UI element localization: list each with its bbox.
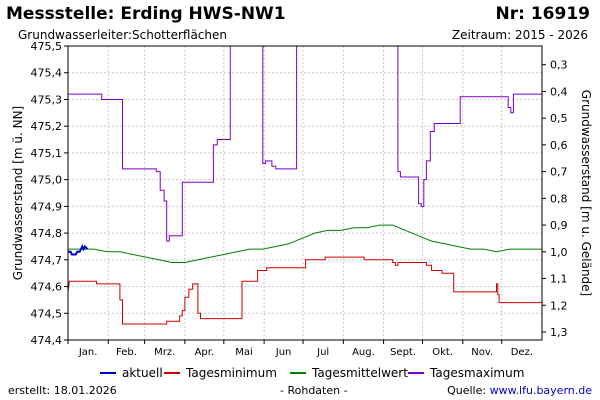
series-line-tagesmittelwert bbox=[68, 224, 542, 263]
x-tick-label: Jan. bbox=[78, 347, 98, 358]
y2-tick-label: 0,3 bbox=[550, 59, 568, 72]
x-tick-label: Apr. bbox=[195, 347, 215, 358]
x-tick-label: Dez. bbox=[511, 347, 533, 358]
y-tick-label: 474,5 bbox=[31, 307, 63, 320]
plot-frame bbox=[67, 45, 543, 341]
aquifer-value: Schotterflächen bbox=[132, 28, 227, 42]
x-tick-label: Mai bbox=[235, 347, 253, 358]
x-tick-label: Feb. bbox=[116, 347, 137, 358]
legend-label: aktuell bbox=[122, 366, 163, 380]
x-tick-label: Nov. bbox=[471, 347, 493, 358]
aquifer-label: Grundwasserleiter: bbox=[18, 28, 132, 42]
x-tick-label: Okt. bbox=[432, 347, 453, 358]
y-tick-label: 475,3 bbox=[31, 93, 63, 106]
y2-tick-label: 0,5 bbox=[550, 112, 568, 125]
chart-title: Messstelle: Erding HWS-NW1 bbox=[6, 4, 286, 24]
y-tick-label: 475,2 bbox=[31, 120, 63, 133]
source-link[interactable]: www.lfu.bayern.de bbox=[489, 384, 592, 397]
y2-tick-label: 0,4 bbox=[550, 85, 568, 98]
x-tick-label: Aug. bbox=[352, 347, 375, 358]
series-line-tagesmaximum bbox=[68, 46, 542, 242]
y2-axis-title: Grundwasserstand [m u. Gelände] bbox=[579, 90, 593, 296]
y-tick-label: 474,6 bbox=[31, 281, 63, 294]
x-tick-label: Jul bbox=[316, 347, 329, 358]
y2-tick-label: 0,8 bbox=[550, 192, 568, 205]
plot-area bbox=[68, 46, 542, 340]
source-note: Quelle: www.lfu.bayern.de bbox=[447, 384, 592, 397]
y2-tick-label: 1,0 bbox=[550, 246, 568, 259]
legend-label: Tagesmaximum bbox=[429, 366, 524, 380]
x-tick-label: Mrz. bbox=[154, 347, 175, 358]
y-tick-label: 474,9 bbox=[31, 200, 63, 213]
station-number: Nr: 16919 bbox=[495, 4, 590, 24]
y2-tick-label: 1,3 bbox=[550, 326, 568, 339]
period-label: Zeitraum: 2015 - 2026 bbox=[451, 28, 588, 42]
legend-label: Tagesminimum bbox=[185, 366, 277, 380]
x-tick-label: Jun bbox=[275, 347, 292, 358]
created-date: erstellt: 18.01.2026 bbox=[8, 384, 117, 397]
y-tick-label: 475,0 bbox=[31, 174, 63, 187]
y-tick-label: 475,5 bbox=[31, 40, 63, 53]
legend-label: Tagesmittelwert bbox=[311, 366, 408, 380]
y-tick-label: 474,7 bbox=[31, 254, 63, 267]
y-tick-label: 474,8 bbox=[31, 227, 63, 240]
series-line-aktuell bbox=[68, 244, 89, 256]
series-line-tagesminimum bbox=[68, 256, 542, 325]
y-tick-label: 475,1 bbox=[31, 147, 63, 160]
y2-tick-label: 0,6 bbox=[550, 139, 568, 152]
x-tick-label: Sept. bbox=[390, 347, 416, 358]
y2-tick-label: 0,9 bbox=[550, 219, 568, 232]
y2-tick-label: 0,7 bbox=[550, 166, 568, 179]
y-tick-label: 475,4 bbox=[31, 67, 63, 80]
y2-tick-label: 1,2 bbox=[550, 299, 568, 312]
source-prefix: Quelle: bbox=[447, 384, 490, 397]
raw-data-note: - Rohdaten - bbox=[280, 384, 348, 397]
y-tick-label: 474,4 bbox=[31, 334, 63, 347]
y2-tick-label: 1,1 bbox=[550, 273, 568, 286]
y-axis-title: Grundwasserstand [m ü. NN] bbox=[11, 106, 25, 280]
